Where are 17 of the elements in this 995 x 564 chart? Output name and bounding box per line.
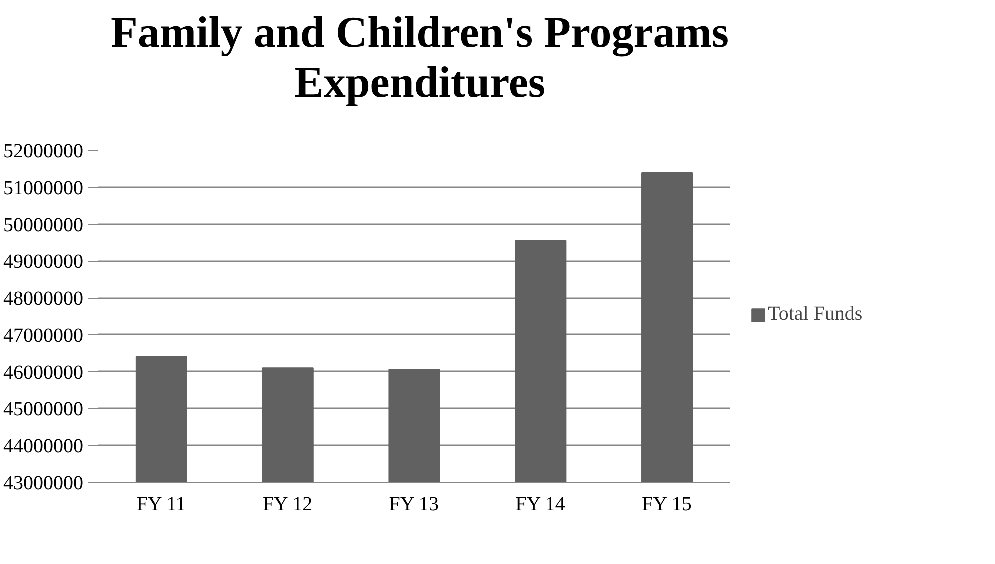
x-tick-label: FY 15	[642, 494, 692, 516]
x-tick-label: FY 12	[262, 494, 313, 516]
y-tick-label: 44000000	[4, 436, 84, 458]
x-tick-label: FY 11	[136, 494, 186, 516]
y-tick-label: 48000000	[4, 288, 84, 310]
y-tick-label: 52000000	[4, 140, 84, 162]
y-tick-label: 50000000	[4, 214, 84, 236]
y-tick-label: 46000000	[4, 362, 84, 384]
y-tick-label: 45000000	[4, 398, 84, 421]
y-tick-label: 49000000	[4, 251, 84, 274]
y-tick-label: 51000000	[4, 177, 84, 200]
chart-title: Family and Children's Programs Expenditures	[110, 8, 730, 108]
x-tick-label: FY 14	[516, 494, 566, 516]
y-tick-label: 47000000	[4, 324, 84, 347]
legend-label: Total Funds	[768, 303, 864, 326]
x-tick-label: FY 13	[389, 494, 440, 516]
y-tick-label: 43000000	[4, 472, 84, 494]
